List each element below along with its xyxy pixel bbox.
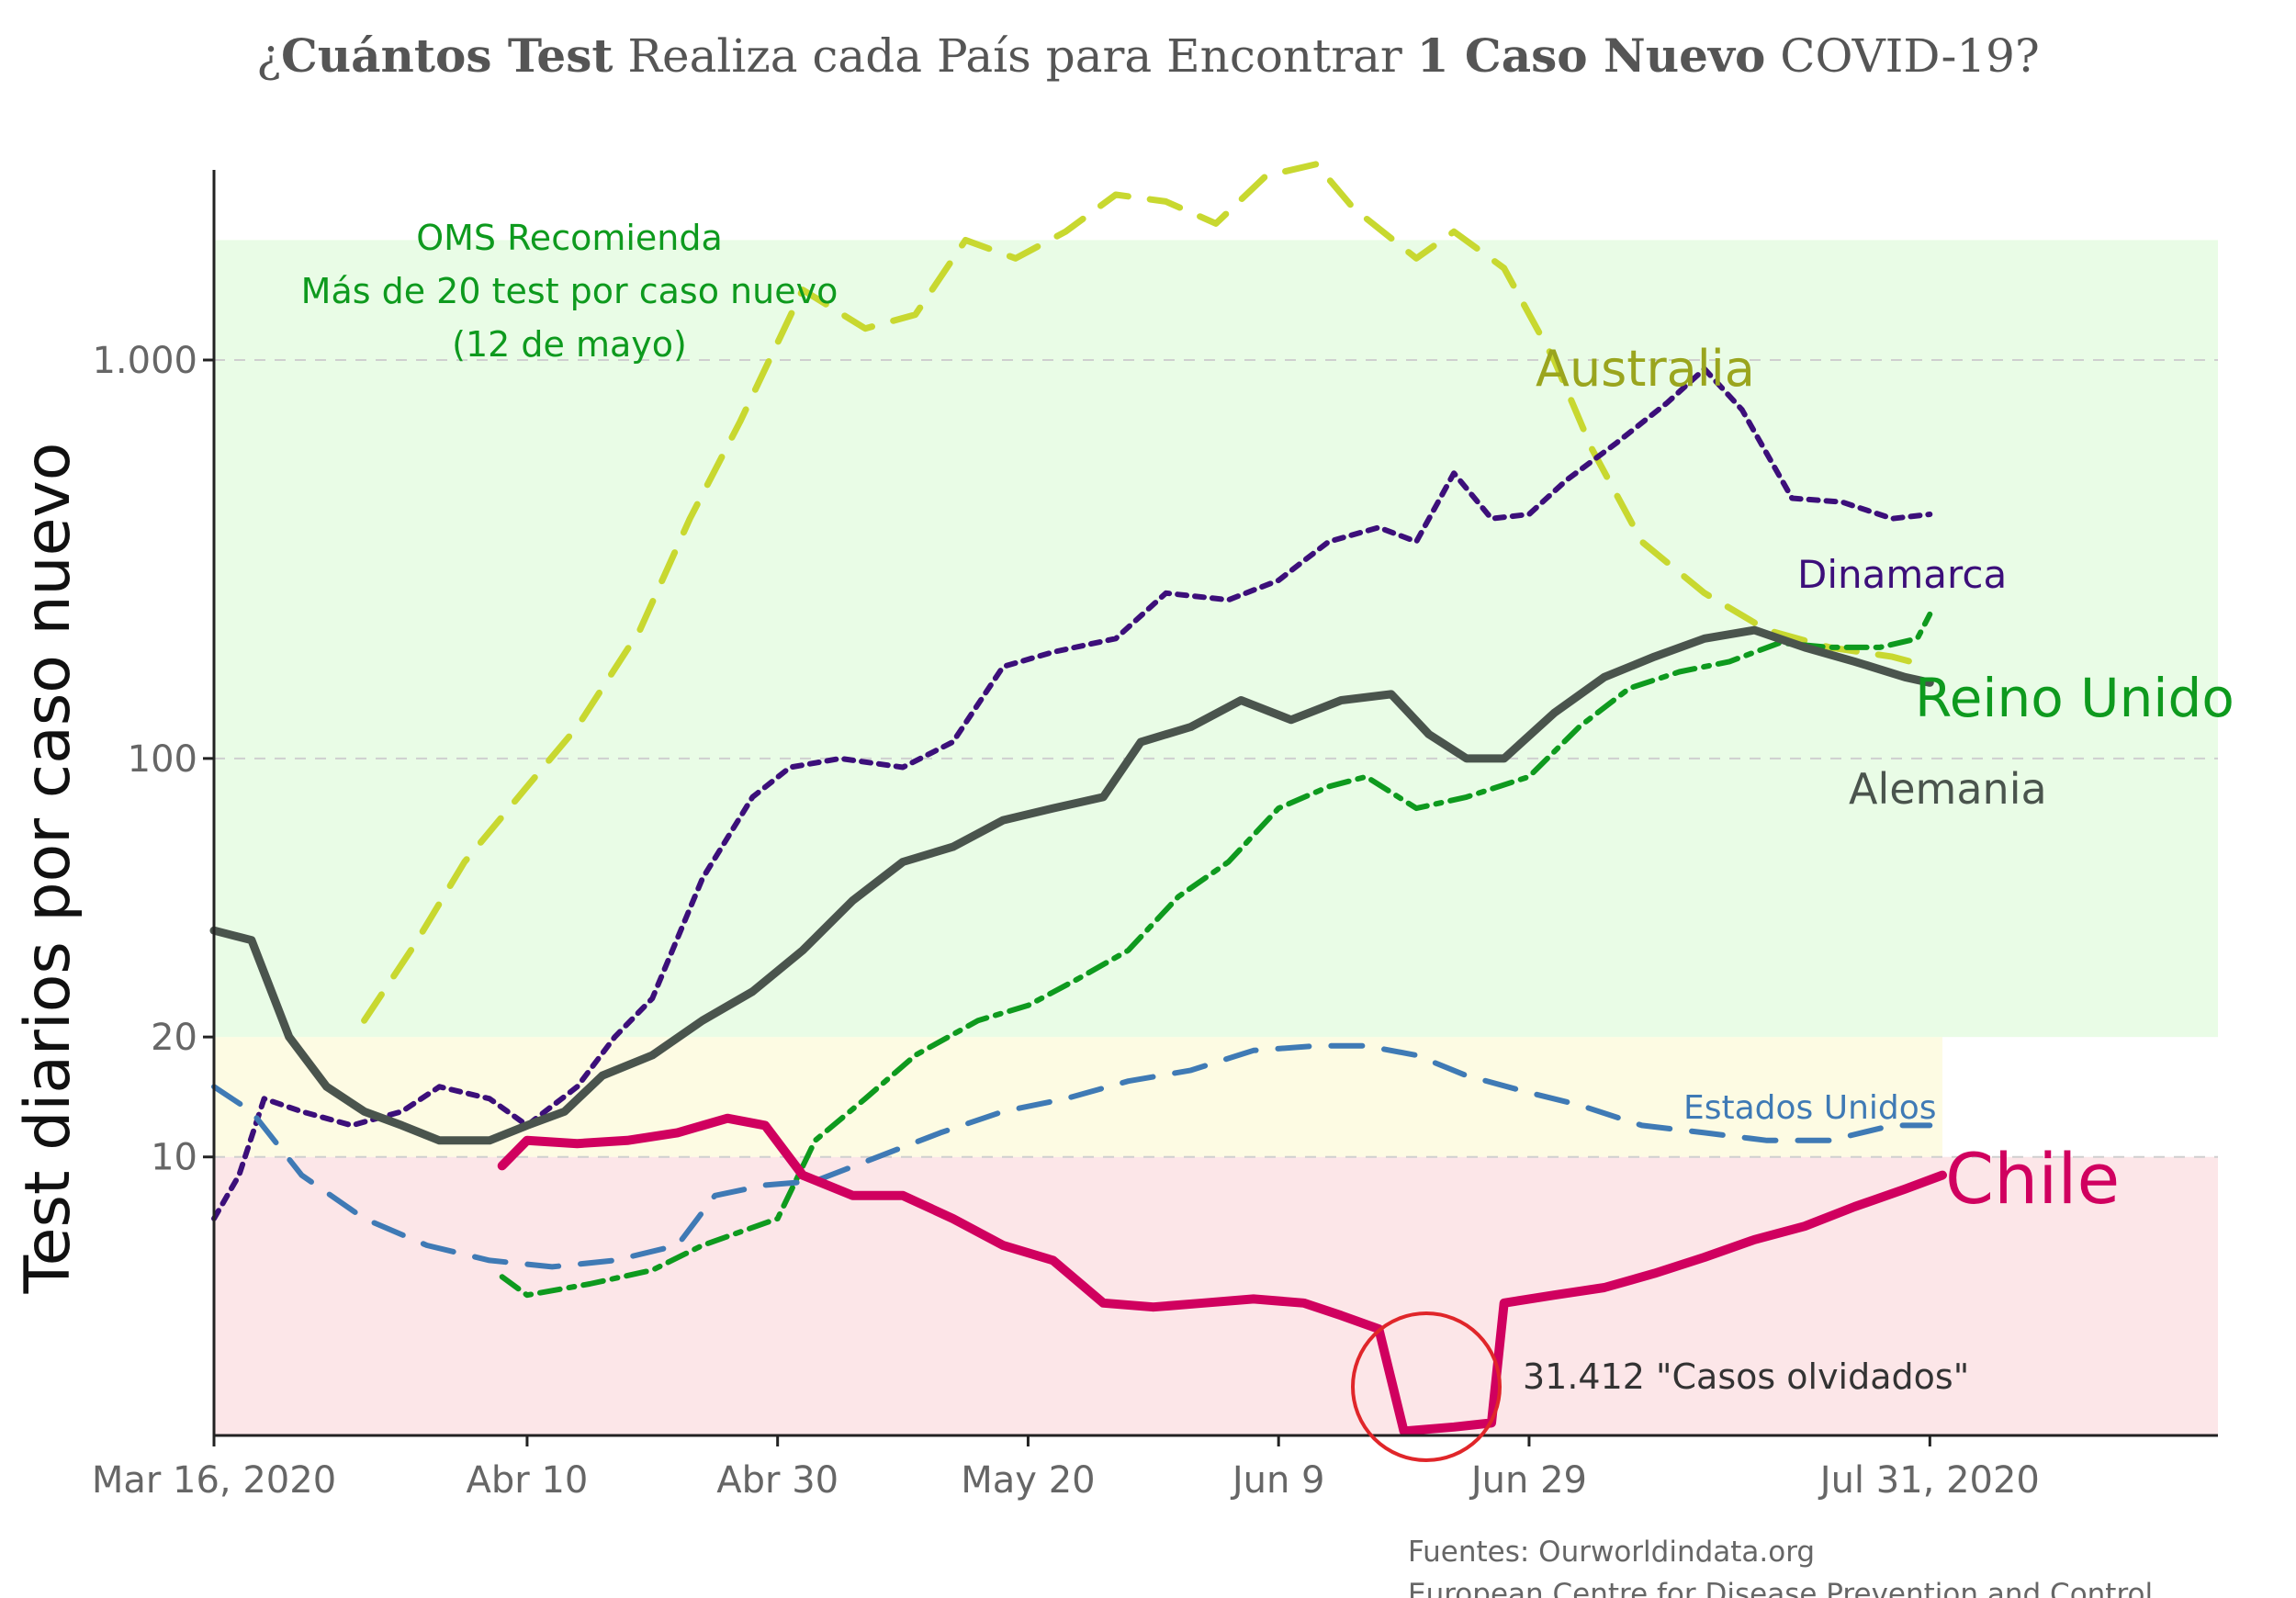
series-lines [209, 161, 1947, 1436]
y-tick-label: 20 [151, 1017, 197, 1059]
y-tick-label: 10 [151, 1137, 197, 1179]
who-note-line-3: (12 de mayo) [452, 324, 687, 365]
title-prefix: ¿ [256, 29, 281, 83]
band-0 [214, 1156, 2218, 1435]
series-line-reino-unido [499, 611, 1933, 1299]
forgotten-cases-circle [1351, 1311, 1502, 1462]
y-tick-label: 100 [128, 738, 197, 781]
x-tick-label: Abr 30 [716, 1459, 838, 1502]
who-note-line-1: OMS Recomienda [416, 218, 723, 258]
title-middle: Realiza cada País para Encontrar [613, 29, 1416, 83]
series-label-chile: Chile [1945, 1138, 2120, 1220]
series-line-dinamarca [211, 366, 1933, 1221]
series-label-reino-unido: Reino Unido [1915, 667, 2234, 729]
who-recommendation-note: OMS Recomienda Más de 20 test por caso n… [301, 218, 838, 365]
series-label-alemania: Alemania [1849, 764, 2047, 814]
series-line-alemania [209, 625, 1934, 1145]
x-tick-label: Jul 31, 2020 [1818, 1459, 2040, 1502]
x-tick-label: Jun 29 [1469, 1459, 1587, 1502]
who-note-line-2: Más de 20 test por caso nuevo [301, 271, 838, 311]
sources-line-2: European Centre for Disease Prevention a… [1408, 1578, 2153, 1598]
series-labels: Australia Dinamarca Reino Unido Alemania… [1536, 340, 2234, 1220]
sources-note: Fuentes: Ourworldindata.org European Cen… [1408, 1536, 2153, 1598]
series-line-australia [361, 161, 1933, 1024]
sources-line-1: Fuentes: Ourworldindata.org [1408, 1536, 1815, 1569]
chart-title: ¿Cuántos Test Realiza cada País para Enc… [256, 28, 2040, 83]
x-tick-label: May 20 [961, 1459, 1095, 1502]
x-tick-label: Jun 9 [1230, 1459, 1325, 1502]
series-label-dinamarca: Dinamarca [1797, 552, 2007, 597]
series-line-chile [497, 1113, 1947, 1436]
band-2 [214, 240, 2218, 1038]
tick-labels: Mar 16, 2020 Abr 10 Abr 30 May 20 Jun 9 Jun 2… [92, 340, 2040, 1502]
axes [203, 170, 2218, 1446]
title-bold-part-1: Cuántos Test [281, 28, 613, 83]
x-tick-label: Mar 16, 2020 [92, 1459, 336, 1502]
y-axis-label: Test diarios por caso nuevo [12, 443, 84, 1295]
series-label-estados-unidos: Estados Unidos [1683, 1089, 1937, 1127]
x-tick-label: Abr 10 [467, 1459, 589, 1502]
title-suffix: COVID-19? [1765, 29, 2039, 83]
forgotten-cases-label: 31.412 "Casos olvidados" [1523, 1356, 1969, 1397]
threshold-bands [214, 240, 2218, 1435]
series-line-estados-unidos [211, 1042, 1933, 1270]
series-label-australia: Australia [1536, 340, 1755, 398]
title-bold-part-2: 1 Caso Nuevo [1417, 28, 1766, 83]
y-tick-label: 1.000 [92, 340, 197, 382]
